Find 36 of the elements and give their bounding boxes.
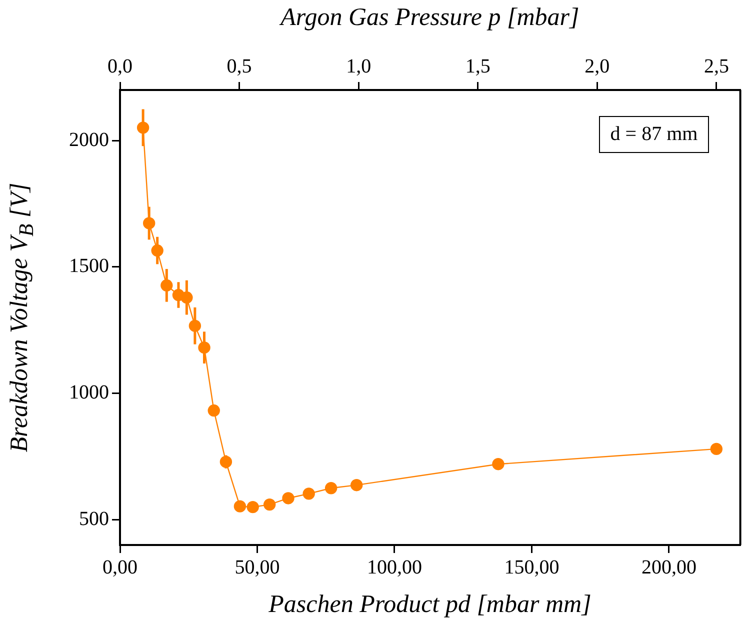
- point: [151, 244, 164, 257]
- point: [208, 404, 220, 417]
- point: [710, 442, 723, 456]
- point: [180, 291, 193, 304]
- point: [324, 482, 338, 494]
- point: [220, 456, 232, 468]
- point: [142, 217, 156, 230]
- x-tick-label: 200,00: [641, 556, 696, 578]
- x2-tick-label: 1,0: [346, 55, 372, 78]
- x-axis-title: Paschen Product pd [mbar mm]: [268, 591, 592, 619]
- y-tick-label: 1000: [69, 382, 109, 404]
- x2-tick-label: 0,5: [226, 55, 252, 78]
- point: [160, 279, 173, 292]
- point: [246, 500, 259, 514]
- y-tick-label: 2000: [69, 128, 109, 151]
- x2-tick-label: 0,0: [108, 55, 132, 78]
- x2-tick-label: 2,5: [704, 55, 729, 78]
- x-tick-label: 0,00: [102, 556, 138, 578]
- x2-tick-label: 2,0: [584, 55, 610, 78]
- point: [282, 492, 294, 504]
- point: [302, 488, 315, 500]
- x2-tick-label: 1,5: [465, 55, 490, 78]
- annotation: d = 87 mm: [599, 116, 709, 153]
- point: [198, 341, 210, 354]
- point: [263, 498, 276, 511]
- y-tick-label: 1500: [69, 255, 109, 278]
- point: [136, 122, 150, 134]
- x2-axis-title: Argon Gas Pressure p [mbar]: [280, 4, 580, 32]
- point: [234, 500, 246, 512]
- y-tick-label: 500: [79, 508, 109, 530]
- point: [492, 458, 504, 470]
- x-tick-label: 150,00: [504, 556, 560, 578]
- point: [350, 478, 363, 492]
- point: [188, 320, 202, 332]
- x-tick-label: 50,00: [234, 556, 280, 578]
- x-tick-label: 100,00: [366, 556, 422, 578]
